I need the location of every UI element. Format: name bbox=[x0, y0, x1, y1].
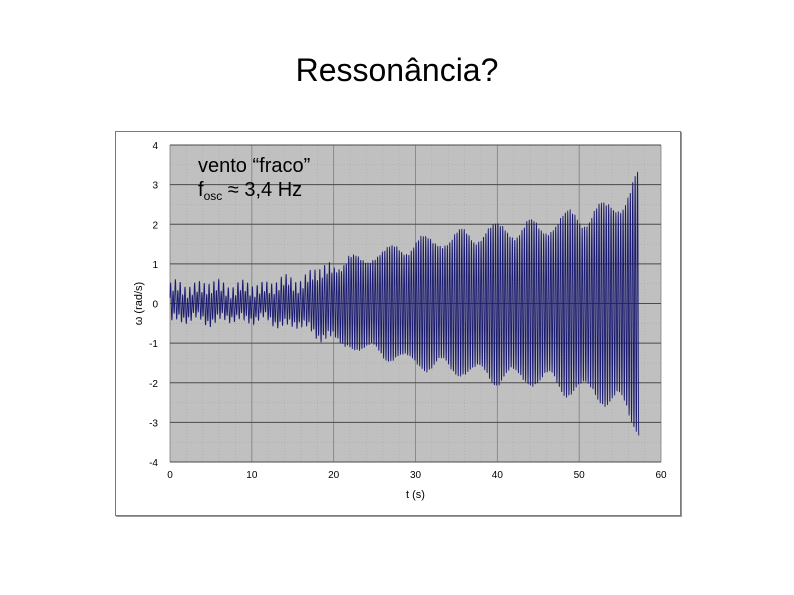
y-tick-label: -4 bbox=[149, 458, 158, 469]
x-axis-label: t (s) bbox=[406, 489, 425, 501]
annotation-frequency-value: ≈ 3,4 Hz bbox=[222, 179, 303, 201]
x-tick-label: 10 bbox=[246, 470, 258, 481]
annotation-wind-label: vento “fraco” bbox=[198, 155, 311, 177]
chart-frame: 0 10 20 30 40 50 60 4 3 2 1 0 -1 -2 -3 -4 t (s) ω (rad/s) bbox=[115, 131, 681, 516]
slide-title: Ressonância? bbox=[295, 52, 499, 88]
x-tick-label: 60 bbox=[655, 470, 667, 481]
x-tick-label: 40 bbox=[492, 470, 504, 481]
annotation-frequency-subscript: osc bbox=[203, 189, 223, 203]
x-tick-label: 20 bbox=[328, 470, 340, 481]
annotation-frequency: fosc ≈ 3,4 Hz bbox=[198, 178, 310, 208]
y-tick-label: -2 bbox=[149, 379, 158, 390]
y-tick-label: 0 bbox=[152, 300, 158, 311]
y-axis-label: ω (rad/s) bbox=[133, 282, 145, 325]
chart-annotation: vento “fraco” fosc ≈ 3,4 Hz bbox=[198, 154, 310, 208]
y-tick-label: 2 bbox=[152, 220, 158, 231]
y-tick-label: 1 bbox=[152, 260, 158, 271]
signal-line bbox=[169, 171, 640, 436]
y-tick-label: 4 bbox=[152, 141, 158, 152]
y-tick-label: -3 bbox=[149, 418, 158, 429]
y-tick-label: -1 bbox=[149, 339, 158, 350]
y-tick-label: 3 bbox=[152, 181, 158, 192]
x-tick-label: 50 bbox=[574, 470, 586, 481]
x-tick-label: 0 bbox=[167, 470, 173, 481]
annotation-frequency-symbol: f bbox=[198, 179, 204, 201]
x-tick-label: 30 bbox=[410, 470, 422, 481]
